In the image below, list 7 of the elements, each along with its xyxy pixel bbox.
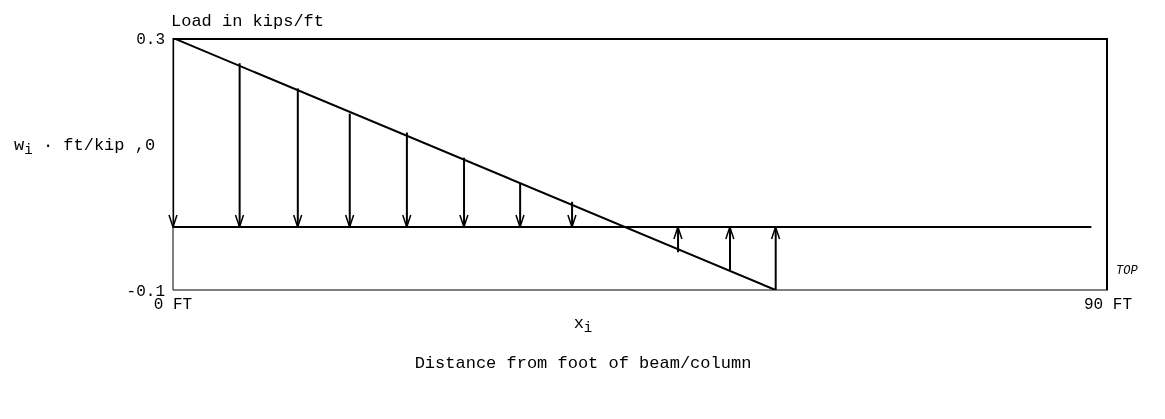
y-tick-label: 0.3 <box>136 30 165 49</box>
x-axis-title: x$_{i}$ <box>573 314 593 337</box>
chart-title: Load in kips/ft <box>171 12 325 31</box>
text: TOP <box>1116 264 1138 278</box>
x-tick-label: 90 FT <box>1083 296 1133 315</box>
y-axis-title: w$_{i}$ · ft/kip ,0 <box>14 136 156 159</box>
text: Distance from foot of beam/column <box>413 354 753 373</box>
